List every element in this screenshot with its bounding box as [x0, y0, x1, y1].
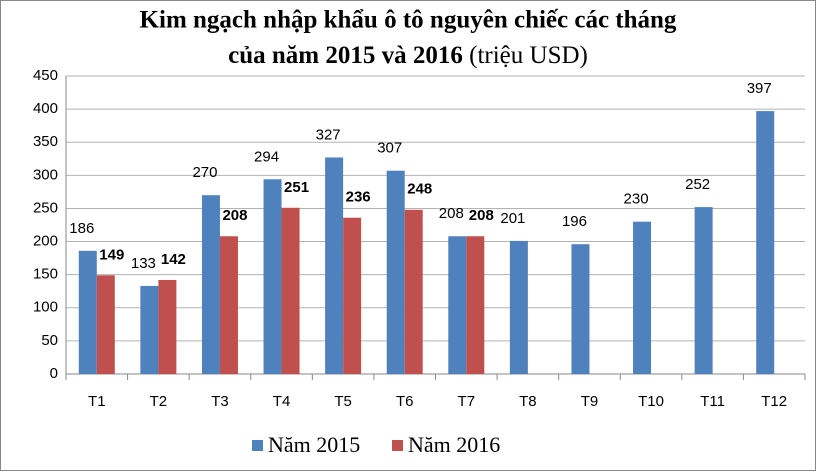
- data-label: 251: [284, 179, 309, 196]
- x-tick-label: T10: [638, 393, 664, 410]
- data-label: 133: [131, 255, 156, 272]
- x-tick-label: T7: [458, 393, 476, 410]
- bar: [281, 207, 300, 374]
- x-tick-label: T1: [88, 393, 106, 410]
- bar: [96, 275, 115, 374]
- data-label: 142: [161, 251, 186, 268]
- y-tick-label: 300: [33, 166, 58, 183]
- y-tick-label: 250: [33, 199, 58, 216]
- data-label: 186: [69, 220, 94, 237]
- bar: [140, 285, 159, 374]
- y-tick-label: 150: [33, 266, 58, 283]
- bar: [509, 240, 528, 374]
- data-label: 397: [747, 80, 772, 97]
- bar: [78, 250, 97, 374]
- bar: [325, 157, 344, 374]
- x-tick-label: T8: [519, 393, 537, 410]
- data-label: 149: [99, 246, 124, 263]
- bar: [466, 236, 485, 374]
- bar: [263, 179, 282, 374]
- data-label: 236: [346, 189, 371, 206]
- chart-title: Kim ngạch nhập khẩu ô tô nguyên chiếc cá…: [140, 7, 677, 34]
- bar: [343, 217, 362, 374]
- data-label: 307: [377, 140, 402, 157]
- y-tick-label: 200: [33, 233, 58, 250]
- y-tick-label: 450: [33, 67, 58, 84]
- bar: [386, 170, 405, 374]
- x-tick-label: T3: [211, 393, 229, 410]
- y-tick-label: 0: [50, 365, 58, 382]
- title-part: của năm 2015 và 2016: [228, 42, 463, 69]
- x-tick-label: T9: [581, 393, 599, 410]
- bar: [448, 236, 467, 374]
- data-label: 270: [192, 164, 217, 181]
- bar: [633, 221, 652, 374]
- data-label: 230: [624, 191, 649, 208]
- bar: [219, 236, 238, 374]
- y-tick-label: 50: [41, 332, 58, 349]
- bar: [756, 111, 775, 374]
- x-tick-label: T6: [396, 393, 414, 410]
- y-tick-label: 350: [33, 133, 58, 150]
- chart-title-line2: của năm 2015 và 2016 (triệu USD): [228, 42, 588, 69]
- bar: [694, 207, 713, 374]
- legend-label: Năm 2015: [268, 432, 360, 457]
- bar: [404, 209, 423, 374]
- bar: [571, 244, 590, 374]
- y-tick-label: 400: [33, 100, 58, 117]
- legend-swatch: [392, 440, 403, 451]
- data-label: 327: [316, 126, 341, 143]
- x-tick-label: T11: [700, 393, 725, 410]
- data-label: 208: [222, 207, 247, 224]
- data-label: 252: [685, 176, 710, 193]
- legend-label: Năm 2016: [408, 432, 500, 457]
- data-label: 208: [469, 207, 494, 224]
- data-label: 248: [407, 181, 432, 198]
- x-tick-label: T5: [334, 393, 352, 410]
- data-label: 196: [562, 213, 587, 230]
- bar: [201, 195, 220, 374]
- x-tick-label: T12: [761, 393, 787, 410]
- unit: (triệu USD): [469, 42, 588, 69]
- x-tick-label: T4: [273, 393, 291, 410]
- data-label: 294: [254, 148, 279, 165]
- data-label: 201: [500, 210, 525, 227]
- data-label: 208: [439, 205, 464, 222]
- x-tick-label: T2: [150, 393, 168, 410]
- bar: [158, 279, 177, 374]
- y-tick-label: 100: [33, 299, 58, 316]
- legend-swatch: [252, 440, 263, 451]
